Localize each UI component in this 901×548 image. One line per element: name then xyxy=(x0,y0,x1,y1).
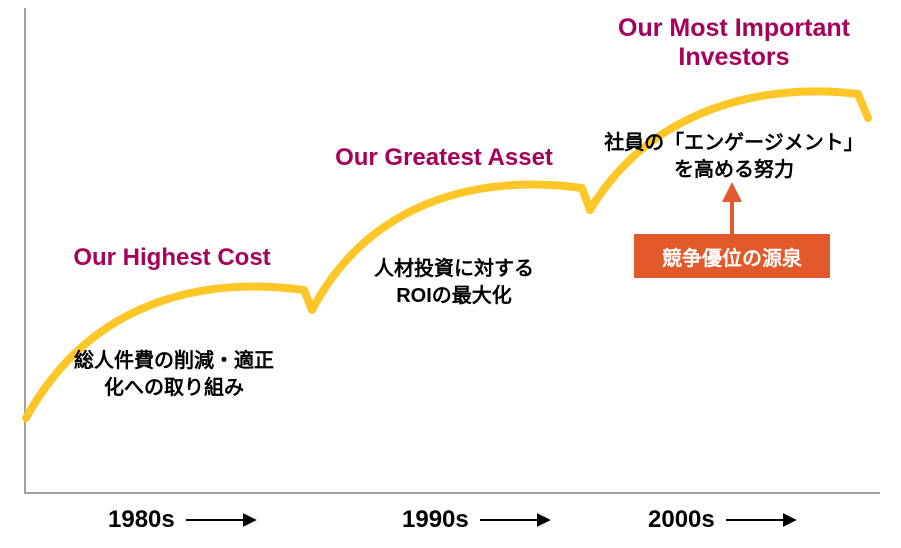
era-3-desc: 社員の「エンゲージメント」 を高める努力 xyxy=(594,130,874,184)
era-3-title: Our Most Important Investors xyxy=(586,14,882,72)
era-1-title: Our Highest Cost xyxy=(42,244,302,272)
era-2-title: Our Greatest Asset xyxy=(304,144,584,172)
era-1-axis-label: 1980s xyxy=(108,506,175,534)
x-axis xyxy=(24,492,880,494)
callout-box: 競争優位の源泉 xyxy=(634,234,830,278)
era-2-desc: 人材投資に対する ROIの最大化 xyxy=(344,256,564,310)
era-1-desc: 総人件費の削減・適正 化への取り組み xyxy=(56,348,292,402)
era-3-axis-label: 2000s xyxy=(648,506,715,534)
callout-text: 競争優位の源泉 xyxy=(662,242,802,271)
era-2-axis-label: 1990s xyxy=(402,506,469,534)
y-axis xyxy=(24,8,26,492)
